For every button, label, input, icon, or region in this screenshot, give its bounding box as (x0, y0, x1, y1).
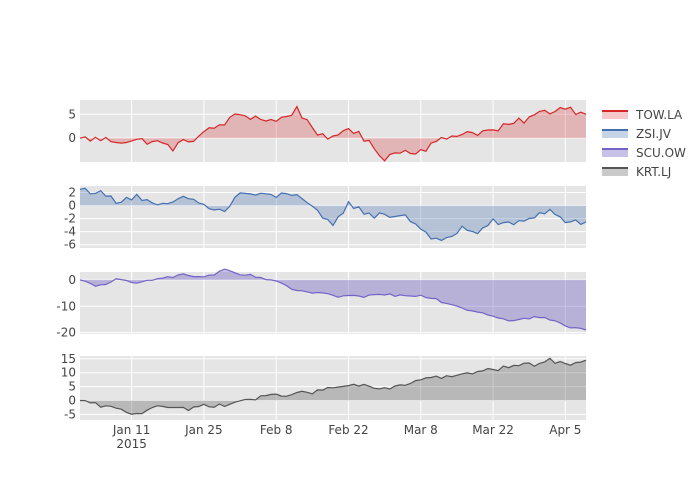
y-tick-label: 0 (68, 199, 76, 213)
panel-background (80, 272, 586, 334)
panel-background (80, 100, 586, 162)
y-tick-label: 0 (68, 131, 76, 145)
series-area-KRT.LJ (80, 358, 586, 415)
y-tick-label: 5 (68, 107, 76, 121)
panel-SCU.OW: -20 -10 0 (56, 268, 587, 340)
x-tick-label: Apr 5 (549, 423, 581, 437)
y-tick-label: -4 (64, 225, 76, 239)
y-tick-label: -10 (56, 299, 76, 313)
panel-ZSI.JV: -6-4-202 (64, 186, 587, 252)
legend-swatch-fill (602, 168, 628, 176)
y-tick-label: 2 (68, 186, 76, 200)
series-line-ZSI.JV (79, 187, 587, 242)
x-tick-label: Feb 8 (260, 423, 293, 437)
y-tick-label: 10 (61, 366, 76, 380)
x-tick-label: Mar 22 (472, 423, 514, 437)
panel-background (80, 186, 586, 248)
series-area-SCU.OW (80, 269, 586, 330)
y-tick-label: -2 (64, 212, 76, 226)
y-tick-label: 15 (61, 352, 76, 366)
x-tick-label: Jan 11 (112, 423, 151, 437)
legend-swatch-fill (602, 149, 628, 157)
x-tick-label: Jan 25 (184, 423, 223, 437)
x-tick-sublabel: 2015 (116, 437, 147, 451)
y-tick-label: 0 (68, 394, 76, 408)
legend-swatch-fill (602, 111, 628, 119)
y-tick-label: -5 (64, 407, 76, 421)
legend-label-ZSI.JV: ZSI.JV (636, 127, 672, 141)
panel-TOW.LA: 05 (68, 100, 587, 162)
legend-label-KRT.LJ: KRT.LJ (636, 165, 671, 179)
series-line-TOW.LA (79, 105, 587, 162)
series-area-TOW.LA (80, 106, 586, 161)
x-tick-label: Feb 22 (328, 423, 368, 437)
series-line-SCU.OW (79, 268, 587, 331)
y-tick-label: 0 (68, 273, 76, 287)
series-line-KRT.LJ (79, 357, 587, 415)
legend-swatch-fill (602, 130, 628, 138)
y-tick-label: -6 (64, 238, 76, 252)
legend: TOW.LA ZSI.JV SCU.OW KRT.LJ (602, 108, 686, 179)
x-tick-label: Mar 8 (404, 423, 438, 437)
legend-label-SCU.OW: SCU.OW (636, 146, 686, 160)
y-tick-label: -20 (56, 326, 76, 340)
y-tick-label: 5 (68, 380, 76, 394)
series-area-ZSI.JV (80, 188, 586, 241)
legend-label-TOW.LA: TOW.LA (635, 108, 683, 122)
